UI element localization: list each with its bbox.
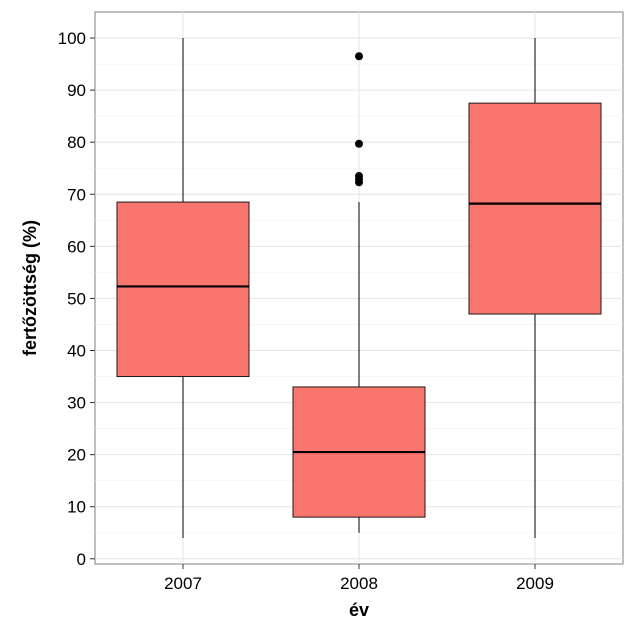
y-tick-label: 80 — [67, 133, 86, 152]
y-tick-label: 0 — [77, 550, 86, 569]
x-tick-label: 2007 — [164, 574, 202, 593]
iqr-box — [468, 102, 602, 315]
box-2009 — [468, 38, 602, 538]
box-2008 — [292, 52, 426, 533]
x-axis-title: év — [349, 600, 369, 620]
y-tick-label: 70 — [67, 185, 86, 204]
boxes — [116, 38, 602, 538]
iqr-box — [116, 201, 250, 378]
x-tick-label: 2008 — [340, 574, 378, 593]
y-tick-label: 50 — [67, 289, 86, 308]
y-axis: 0 10 20 30 40 50 60 70 80 90 100 — [58, 29, 95, 569]
y-tick-label: 40 — [67, 341, 86, 360]
outlier-point — [355, 139, 363, 148]
y-tick-label: 10 — [67, 498, 86, 517]
outlier-point — [355, 52, 363, 61]
y-tick-label: 60 — [67, 237, 86, 256]
y-tick-label: 30 — [67, 394, 86, 413]
x-axis: 2007 2008 2009 — [164, 564, 554, 593]
y-axis-title: fertőzöttség (%) — [20, 220, 40, 356]
y-tick-label: 90 — [67, 81, 86, 100]
y-tick-label: 100 — [58, 29, 86, 48]
x-tick-label: 2009 — [516, 574, 554, 593]
y-tick-label: 20 — [67, 446, 86, 465]
outlier-point — [355, 172, 363, 181]
box-2007 — [116, 38, 250, 538]
